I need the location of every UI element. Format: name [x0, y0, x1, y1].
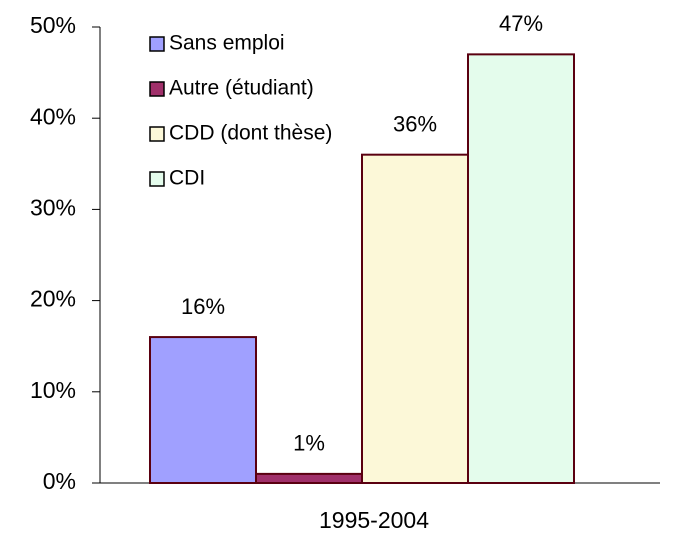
- bar: [149, 336, 257, 484]
- y-tick-label: 0%: [43, 468, 76, 494]
- value-label: 36%: [393, 111, 437, 136]
- y-tick-label: 50%: [30, 12, 76, 38]
- value-label: 16%: [181, 294, 225, 319]
- bar: [361, 153, 469, 484]
- legend-swatch: [149, 81, 165, 97]
- legend-label: CDD (dont thèse): [169, 122, 332, 145]
- legend-swatch: [149, 171, 165, 187]
- y-tick-label: 20%: [30, 286, 76, 312]
- y-tick-label: 40%: [30, 103, 76, 129]
- bar: [467, 53, 575, 485]
- y-tick-label: 10%: [30, 377, 76, 403]
- legend-label: Sans emploi: [169, 32, 285, 55]
- bar: [255, 472, 363, 485]
- legend-swatch: [149, 126, 165, 142]
- value-label: 47%: [499, 11, 543, 36]
- x-tick-label: 1995-2004: [319, 507, 429, 533]
- legend-label: CDI: [169, 167, 205, 190]
- legend-label: Autre (étudiant): [169, 77, 314, 100]
- value-label: 1%: [293, 431, 325, 456]
- legend-swatch: [149, 36, 165, 52]
- y-tick-label: 30%: [30, 194, 76, 220]
